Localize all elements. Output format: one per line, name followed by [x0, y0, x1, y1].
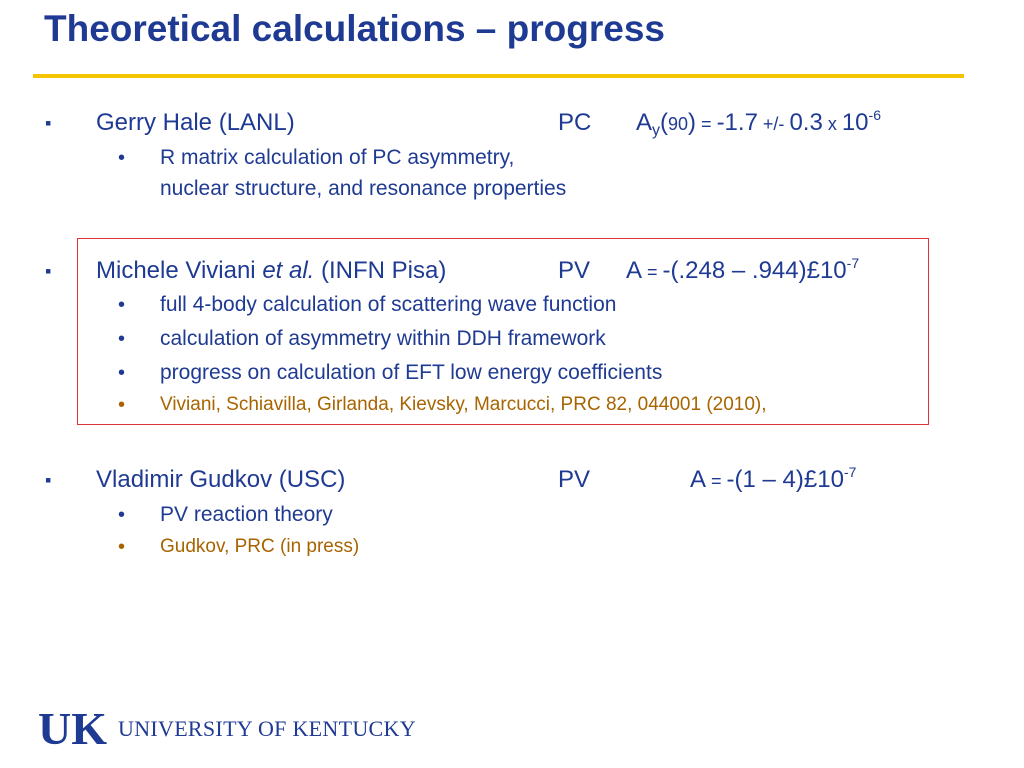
item-formula-gudkov: A = -(1 – 4)£10-7	[690, 464, 857, 493]
item-name-hale: Gerry Hale (LANL)	[96, 109, 295, 136]
logo-text: UNIVERSITY OF KENTUCKY	[118, 716, 416, 741]
item-name-gudkov: Vladimir Gudkov (USC)	[96, 466, 346, 493]
hale-bullet-line-1: R matrix calculation of PC asymmetry,	[160, 146, 515, 169]
viviani-bullet-3: progress on calculation of EFT low energ…	[160, 361, 663, 384]
gudkov-bullet-1: PV reaction theory	[160, 503, 333, 526]
item-name-viviani: Michele Viviani et al. (INFN Pisa)	[96, 257, 447, 284]
gudkov-reference: Gudkov, PRC (in press)	[160, 536, 360, 557]
viviani-reference: Viviani, Schiavilla, Girlanda, Kievsky, …	[160, 394, 767, 415]
item-formula-hale: Ay(90) = -1.7 +/- 0.3 x 10-6	[636, 107, 881, 139]
square-bullet-icon: ▪	[45, 261, 52, 281]
dot-bullet-icon: •	[118, 536, 126, 558]
uk-logo-mark-icon: UK	[38, 704, 107, 750]
hale-bullet-line-2: nuclear structure, and resonance propert…	[160, 177, 567, 200]
item-formula-viviani: A = -(.248 – .944)£10-7	[626, 255, 860, 284]
title-underline-rule	[33, 74, 964, 78]
square-bullet-icon: ▪	[45, 113, 52, 133]
slide-title: Theoretical calculations – progress	[44, 8, 665, 49]
svg-text:UK: UK	[38, 704, 107, 750]
dot-bullet-icon: •	[118, 394, 126, 416]
item-type-hale: PC	[558, 109, 592, 136]
item-type-viviani: PV	[558, 257, 591, 284]
viviani-bullet-2: calculation of asymmetry within DDH fram…	[160, 327, 606, 350]
dot-bullet-icon: •	[118, 328, 126, 350]
item-type-gudkov: PV	[558, 466, 591, 493]
square-bullet-icon: ▪	[45, 470, 52, 490]
dot-bullet-icon: •	[118, 147, 126, 169]
dot-bullet-icon: •	[118, 504, 126, 526]
dot-bullet-icon: •	[118, 362, 126, 384]
viviani-bullet-1: full 4-body calculation of scattering wa…	[160, 293, 617, 316]
highlight-box	[77, 238, 929, 425]
dot-bullet-icon: •	[118, 294, 126, 316]
